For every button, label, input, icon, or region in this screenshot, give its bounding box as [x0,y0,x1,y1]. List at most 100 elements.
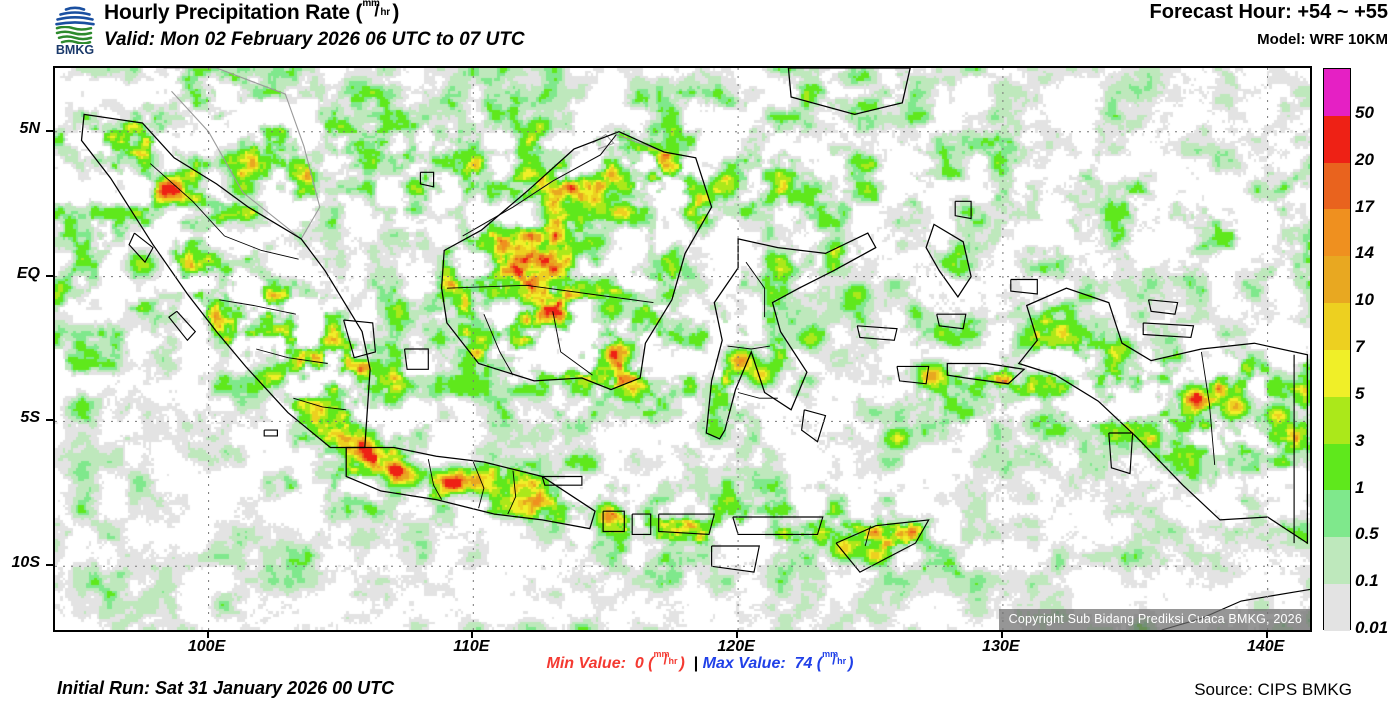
colorbar-band-0.5 [1324,490,1350,538]
coastline-aru [1108,432,1134,475]
x-axis-label-100E: 100E [187,638,226,655]
colorbar-band-14 [1324,209,1350,257]
border-sumatra-prov-1 [150,163,225,237]
min-unit: mm / hr [654,649,680,669]
coastline-obi [936,313,967,330]
coastline-morotai [954,200,972,220]
colorbar-label-1: 1 [1355,477,1365,497]
coastline-bali [602,510,625,533]
border-papua-prov [1200,351,1216,465]
colorbar-band-0.1 [1324,537,1350,585]
coastline-biak [1147,299,1179,315]
colorbar-label-7: 7 [1355,337,1365,356]
colorbar-label-50: 50 [1355,102,1374,122]
coastline-borneo [440,131,713,391]
border-sumatra-prov-5 [293,397,347,411]
y-axis-label-10S: 10S [11,554,40,572]
coastline-mentawai [168,310,197,342]
precipitation-field [55,68,1310,630]
coastline-bangka [343,319,377,359]
colorbar-band-10 [1324,256,1350,304]
coastline-belitung [403,348,429,370]
border-java-prov-1 [427,459,442,500]
source-credit: Source: CIPS BMKG [1194,680,1352,699]
colorbar-band-3 [1324,396,1350,444]
border-timor-border [864,525,871,547]
y-axis-tick-5S [46,419,53,422]
colorbar-label-0.01: 0.01 [1355,618,1389,637]
coastline-timor [835,519,930,573]
colorbar-label-20: 20 [1355,149,1374,169]
bmkg-logo: BMKG [47,2,103,57]
border-sumatra-prov-2 [224,235,299,260]
coastline-enggano [263,429,278,437]
logo-text: BMKG [55,43,95,57]
border-java-prov-3 [507,470,517,515]
colorbar-label-3: 3 [1355,430,1365,450]
coastline-malay-peninsula [163,68,321,240]
coastline-butung [800,409,827,443]
precipitation-colorbar [1323,68,1351,631]
coastline-papua [1017,287,1309,545]
coastline-buru [896,365,930,385]
x-axis-tick-140E [1265,632,1268,638]
y-axis-tick-EQ [46,274,53,277]
minmax-separator: | [693,655,699,672]
model-name: Model: WRF 10KM [1257,31,1388,48]
valid-time: Valid: Mon 02 February 2026 06 UTC to 07… [104,29,525,50]
border-kalimantan-prov-2 [552,311,593,376]
forecast-hour: Forecast Hour: +54 ~ +55 [1149,1,1388,23]
x-axis-tick-130E [1000,632,1003,638]
colorbar-band-17 [1324,162,1350,210]
colorbar-label-14: 14 [1355,243,1374,263]
colorbar-band-7 [1324,303,1350,350]
coastline-madura [541,475,583,486]
border-kalimantan-prov-3 [483,314,514,376]
colorbar-band-50+ [1324,69,1350,116]
colorbar-band-0.01 [1324,584,1350,631]
x-axis-tick-120E [736,632,739,638]
title-unit: mm / hr [362,0,392,21]
min-label: Min Value: [546,655,626,672]
x-axis-label-120E: 120E [717,638,755,655]
colorbar-band-5 [1324,349,1350,397]
max-unit-slash: / [832,651,837,667]
border-kalimantan-prov-1 [446,284,654,304]
title-unit-denominator: hr [380,7,390,18]
y-axis-label-5S: 5S [20,409,40,427]
precipitation-map[interactable]: Copyright Sub Bidang Prediksi Cuaca BMKG… [53,66,1312,632]
max-unit-den: hr [837,656,847,666]
x-axis-tick-110E [471,632,474,638]
coastline-halmahera [925,223,972,299]
coastlines-layer [80,68,1310,630]
title-unit-slash: / [374,1,379,20]
copyright-banner: Copyright Sub Bidang Prediksi Cuaca BMKG… [998,609,1310,630]
colorbar-labels: 50 20 17 14 10 7 5 3 1 0.5 0.1 0.01 [1355,68,1400,637]
coastline-natuna [419,171,435,188]
coastline-lombok [631,513,652,535]
colorbar-label-17: 17 [1355,196,1374,216]
border-sulawesi-prov-3 [737,392,778,399]
logo-arcs-icon [51,3,99,27]
border-sulawesi-prov-2 [727,345,770,350]
coastline-yapen [1142,322,1195,339]
y-axis-label-EQ: EQ [16,264,40,282]
border-sumatra-prov-4 [256,348,328,364]
x-axis-tick-100E [206,632,209,638]
page-title-text: Hourly Precipitation Rate [104,1,350,24]
coastline-nias [128,232,154,264]
colorbar-label-0.1: 0.1 [1355,571,1379,591]
coastline-waigeo [1010,278,1038,295]
colorbar-label-5: 5 [1355,383,1365,403]
title-unit-numerator: mm [362,0,380,9]
page-header: BMKG Hourly Precipitation Rate (mm / hr) V… [0,0,1400,60]
coastline-sumba [711,545,761,573]
coastline-seram [946,362,1026,385]
max-value: 74 [794,655,813,672]
coastline-sulawesi [705,232,877,440]
max-unit-num: mm [822,649,839,659]
min-unit-den: hr [668,656,678,666]
max-unit: mm / hr [822,649,848,669]
border-sumatra-prov-3 [219,299,296,315]
x-axis-label-110E: 110E [453,638,490,655]
